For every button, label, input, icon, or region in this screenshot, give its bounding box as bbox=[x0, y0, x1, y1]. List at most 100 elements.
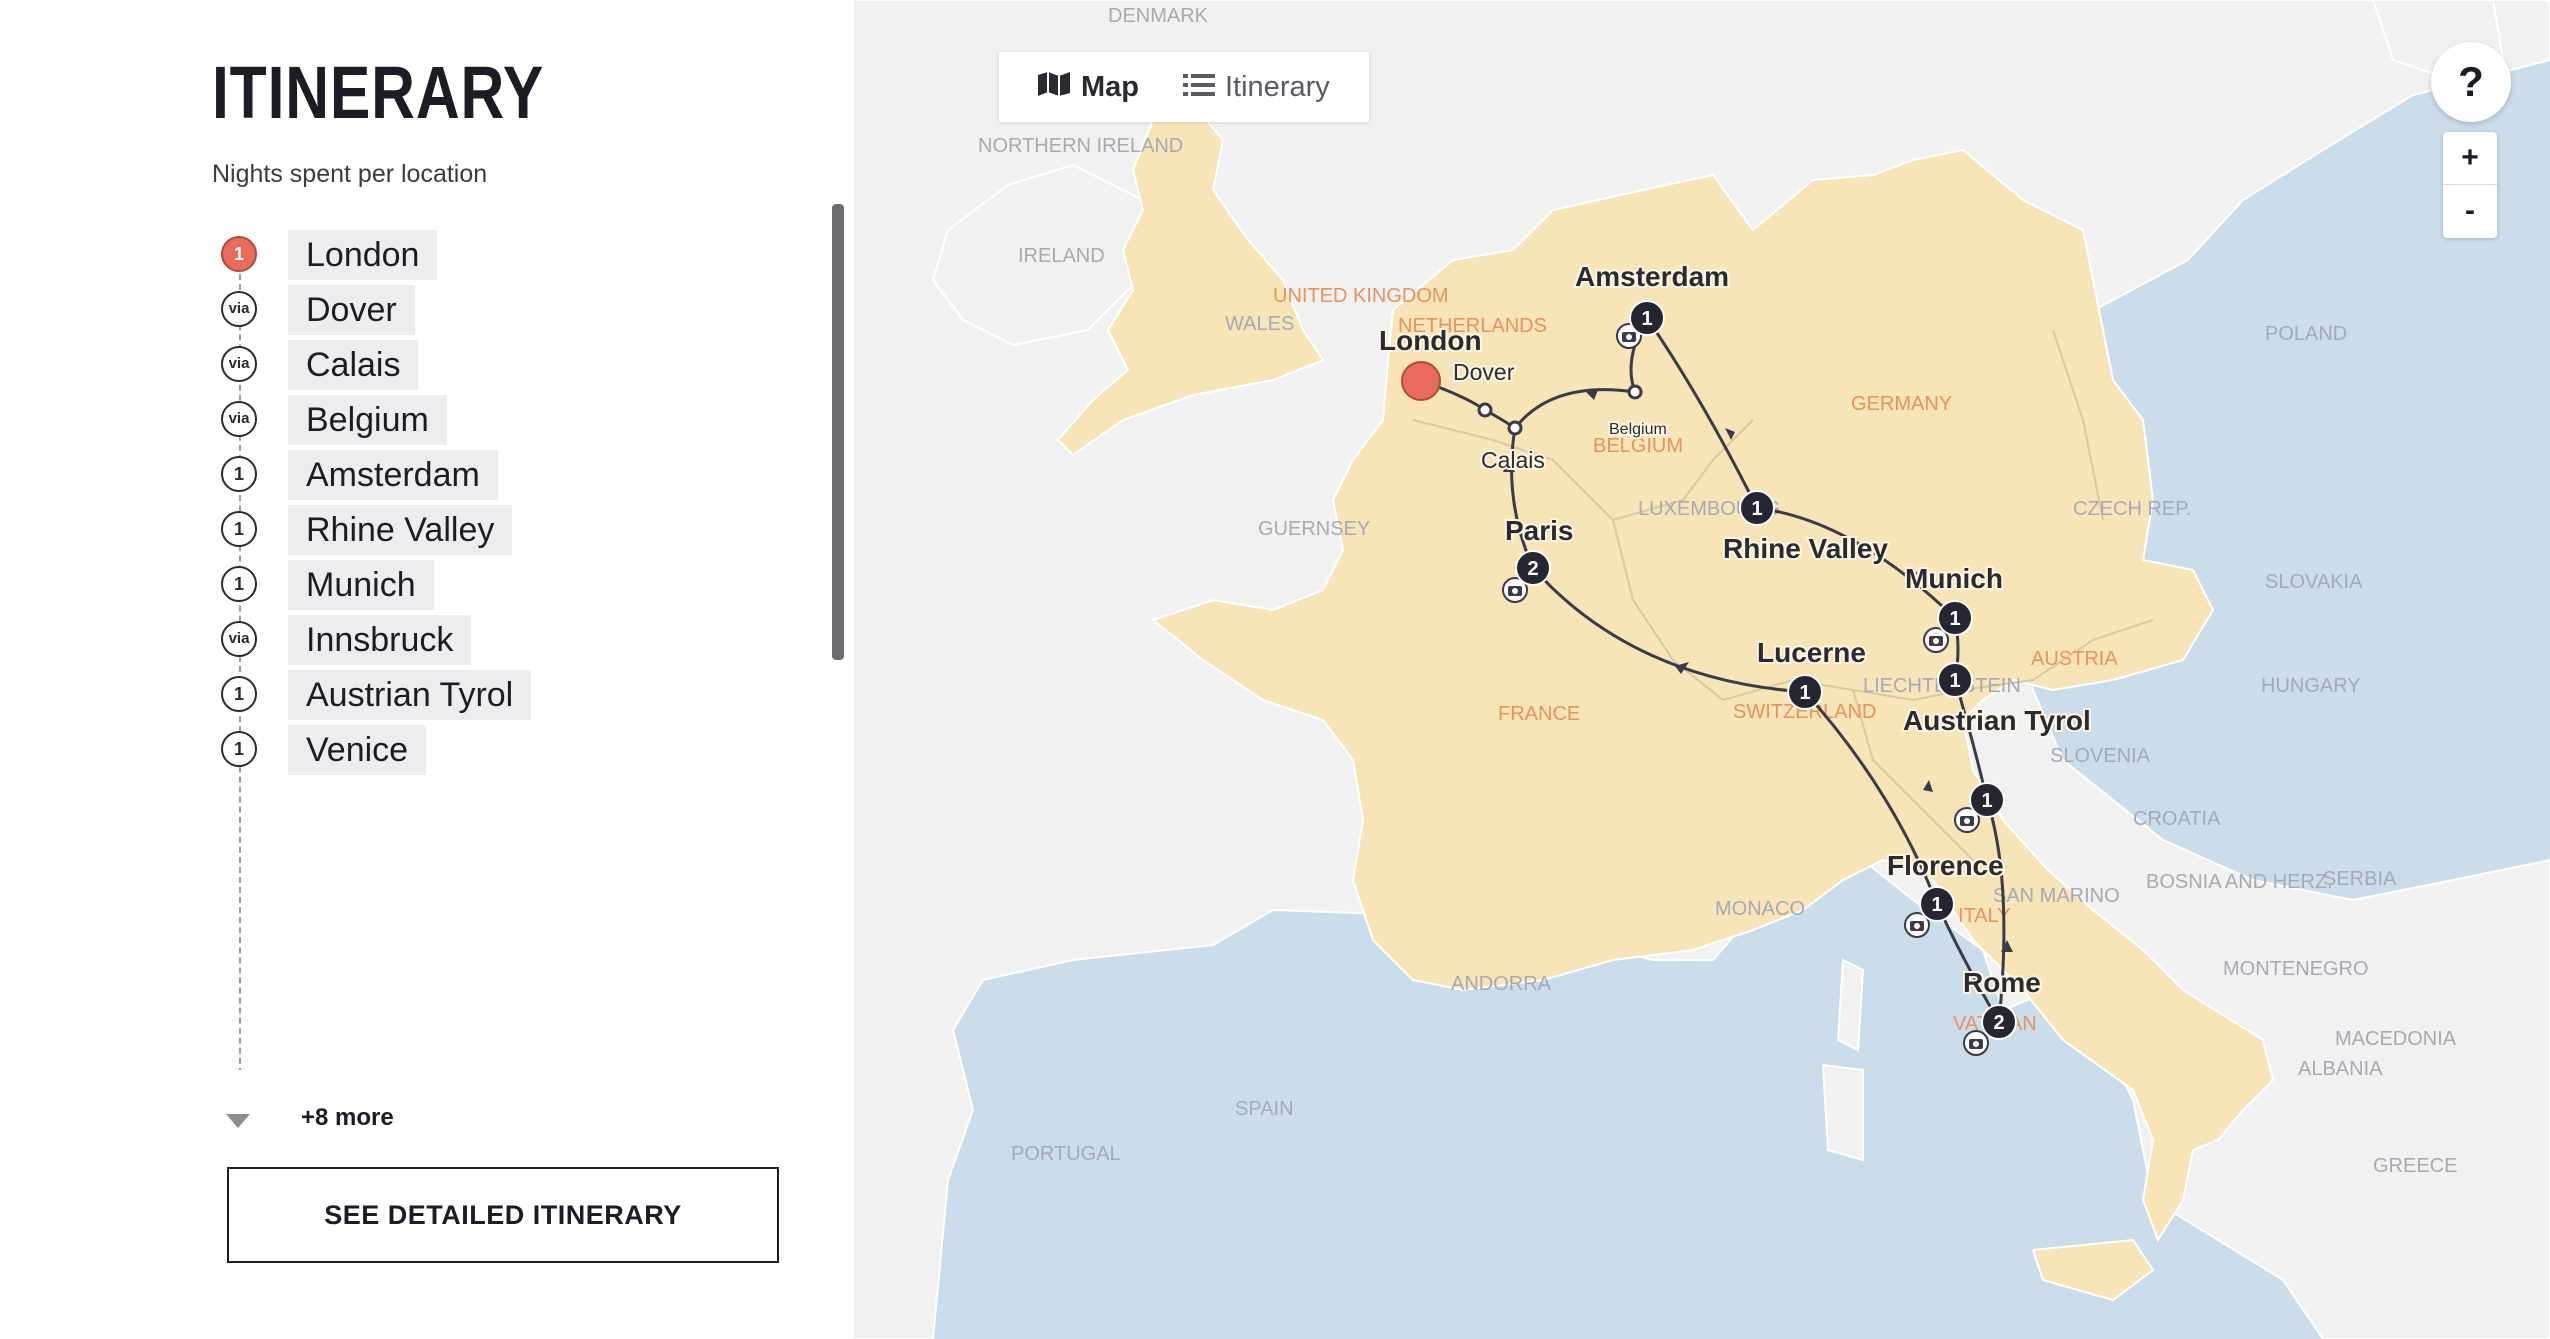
nights-badge: 1 bbox=[221, 236, 257, 272]
svg-text:Austrian Tyrol: Austrian Tyrol bbox=[1903, 705, 2091, 736]
stop-row-munich[interactable]: 1 Munich bbox=[210, 554, 790, 614]
itinerary-tab-label: Itinerary bbox=[1225, 71, 1330, 103]
city-austrian-tyrol[interactable]: 1 Austrian Tyrol bbox=[1901, 662, 2093, 738]
city-paris[interactable]: 2 Paris bbox=[1503, 513, 1576, 586]
svg-text:2: 2 bbox=[1527, 558, 1538, 580]
city-belgium[interactable]: Belgium bbox=[1607, 384, 1669, 440]
svg-text:MONTENEGRO: MONTENEGRO bbox=[2223, 958, 2369, 980]
stop-row-innsbruck[interactable]: via Innsbruck bbox=[210, 609, 790, 669]
stops-scrollbar[interactable] bbox=[832, 204, 844, 660]
svg-text:ALBANIA: ALBANIA bbox=[2298, 1058, 2383, 1080]
stop-row-calais[interactable]: via Calais bbox=[210, 334, 790, 394]
show-more-stops[interactable]: +8 more bbox=[226, 1100, 526, 1140]
route-map[interactable]: DENMARK NORTHERN IRELAND IRELAND UNITED … bbox=[853, 0, 2550, 1339]
svg-text:NORTHERN IRELAND: NORTHERN IRELAND bbox=[978, 135, 1183, 157]
svg-text:GREECE: GREECE bbox=[2373, 1155, 2457, 1177]
stop-label[interactable]: Innsbruck bbox=[288, 615, 472, 665]
stop-row-austrian-tyrol[interactable]: 1 Austrian Tyrol bbox=[210, 664, 790, 724]
map-tab-label: Map bbox=[1081, 71, 1139, 103]
city-dover[interactable]: Dover bbox=[1451, 357, 1517, 418]
svg-text:BOSNIA AND HERZ.: BOSNIA AND HERZ. bbox=[2146, 871, 2333, 893]
stop-label[interactable]: Belgium bbox=[288, 395, 447, 445]
stop-row-dover[interactable]: via Dover bbox=[210, 279, 790, 339]
svg-text:Munich: Munich bbox=[1905, 563, 2003, 594]
svg-text:1: 1 bbox=[1751, 498, 1762, 520]
svg-text:Amsterdam: Amsterdam bbox=[1575, 261, 1729, 292]
city-munich[interactable]: 1 Munich bbox=[1903, 561, 2005, 636]
svg-text:London: London bbox=[1379, 325, 1482, 356]
svg-text:SERBIA: SERBIA bbox=[2323, 868, 2397, 890]
svg-text:Paris: Paris bbox=[1505, 515, 1574, 546]
route-rhine-munich bbox=[1756, 506, 1957, 620]
city-markers[interactable]: London Dover Calais Belgium 1 Amsterdam bbox=[1377, 259, 2093, 1040]
caret-down-icon bbox=[226, 1114, 250, 1128]
stop-row-london[interactable]: 1 London bbox=[210, 224, 790, 284]
svg-text:SLOVENIA: SLOVENIA bbox=[2050, 745, 2151, 767]
arrow-icon bbox=[1725, 428, 1735, 440]
svg-text:Belgium: Belgium bbox=[1609, 421, 1667, 438]
photo-spots bbox=[1502, 323, 1989, 1056]
city-london[interactable]: London bbox=[1377, 323, 1484, 401]
city-amsterdam[interactable]: 1 Amsterdam bbox=[1573, 259, 1731, 336]
arrow-icon bbox=[1923, 780, 1933, 792]
svg-text:CZECH REP.: CZECH REP. bbox=[2073, 498, 2192, 520]
svg-text:2: 2 bbox=[1993, 1012, 2004, 1034]
svg-text:Rome: Rome bbox=[1963, 967, 2041, 998]
zoom-in-button[interactable]: + bbox=[2443, 132, 2497, 185]
via-badge: via bbox=[221, 346, 257, 382]
stop-row-rhine-valley[interactable]: 1 Rhine Valley bbox=[210, 499, 790, 559]
see-detailed-itinerary-button[interactable]: SEE DETAILED ITINERARY bbox=[227, 1167, 779, 1263]
tour-land bbox=[1056, 108, 2275, 1302]
stop-label[interactable]: Austrian Tyrol bbox=[288, 670, 532, 720]
route-amsterdam-rhine bbox=[1645, 317, 1759, 509]
stop-label[interactable]: Amsterdam bbox=[288, 450, 498, 500]
more-stops-count: +8 more bbox=[301, 1104, 394, 1131]
svg-text:Lucerne: Lucerne bbox=[1757, 637, 1866, 668]
stop-label[interactable]: Calais bbox=[288, 340, 419, 390]
svg-text:ANDORRA: ANDORRA bbox=[1451, 973, 1552, 995]
arrow-icon bbox=[1675, 662, 1689, 674]
route-calais-belgium bbox=[1513, 388, 1636, 429]
city-florence[interactable]: 1 Florence bbox=[1885, 848, 2006, 922]
map-view-tab[interactable]: Map bbox=[1037, 52, 1139, 122]
svg-text:BELGIUM: BELGIUM bbox=[1593, 435, 1683, 457]
city-venice[interactable]: 1 bbox=[1969, 782, 2005, 818]
stop-label[interactable]: London bbox=[288, 230, 438, 280]
panel-subtitle: Nights spent per location bbox=[212, 160, 488, 188]
svg-text:Rhine Valley: Rhine Valley bbox=[1723, 533, 1888, 564]
svg-text:ITALY: ITALY bbox=[1958, 905, 2011, 927]
city-lucerne[interactable]: 1 Lucerne bbox=[1755, 635, 1868, 710]
arrow-icon bbox=[2001, 940, 2013, 952]
stop-row-venice[interactable]: 1 Venice bbox=[210, 719, 790, 779]
svg-text:SAN MARINO: SAN MARINO bbox=[1993, 885, 2120, 907]
via-badge: via bbox=[221, 291, 257, 327]
stop-label[interactable]: Dover bbox=[288, 285, 415, 335]
stop-label[interactable]: Venice bbox=[288, 725, 427, 775]
svg-text:GERMANY: GERMANY bbox=[1851, 393, 1952, 415]
help-button[interactable]: ? bbox=[2431, 42, 2511, 122]
stop-row-amsterdam[interactable]: 1 Amsterdam bbox=[210, 444, 790, 504]
city-calais[interactable]: Calais bbox=[1479, 420, 1547, 475]
via-badge: via bbox=[221, 401, 257, 437]
stops-list[interactable]: 1 London via Dover via Calais via Belgiu… bbox=[210, 224, 790, 1070]
route-venice-rome bbox=[1985, 799, 2006, 1023]
list-icon bbox=[1183, 53, 1215, 123]
stop-label[interactable]: Rhine Valley bbox=[288, 505, 513, 555]
via-badge: via bbox=[221, 621, 257, 657]
svg-text:SWITZERLAND: SWITZERLAND bbox=[1733, 701, 1876, 723]
nights-badge: 1 bbox=[221, 566, 257, 602]
panel-title: ITINERARY bbox=[212, 51, 545, 134]
map-canvas[interactable]: DENMARK NORTHERN IRELAND IRELAND UNITED … bbox=[853, 0, 2550, 1339]
itinerary-view-tab[interactable]: Itinerary bbox=[1183, 52, 1330, 122]
svg-text:DENMARK: DENMARK bbox=[1108, 5, 1209, 27]
svg-text:SLOVAKIA: SLOVAKIA bbox=[2265, 571, 2363, 593]
svg-text:IRELAND: IRELAND bbox=[1018, 245, 1105, 267]
city-rome[interactable]: 2 Rome bbox=[1961, 965, 2043, 1040]
svg-text:UNITED KINGDOM: UNITED KINGDOM bbox=[1273, 285, 1449, 307]
svg-text:Florence: Florence bbox=[1887, 850, 2004, 881]
stop-label[interactable]: Munich bbox=[288, 560, 434, 610]
zoom-out-button[interactable]: - bbox=[2465, 194, 2475, 227]
stop-row-belgium[interactable]: via Belgium bbox=[210, 389, 790, 449]
view-toggle: Map Itinerary bbox=[999, 52, 1369, 122]
city-rhine-valley[interactable]: 1 Rhine Valley bbox=[1721, 490, 1890, 566]
